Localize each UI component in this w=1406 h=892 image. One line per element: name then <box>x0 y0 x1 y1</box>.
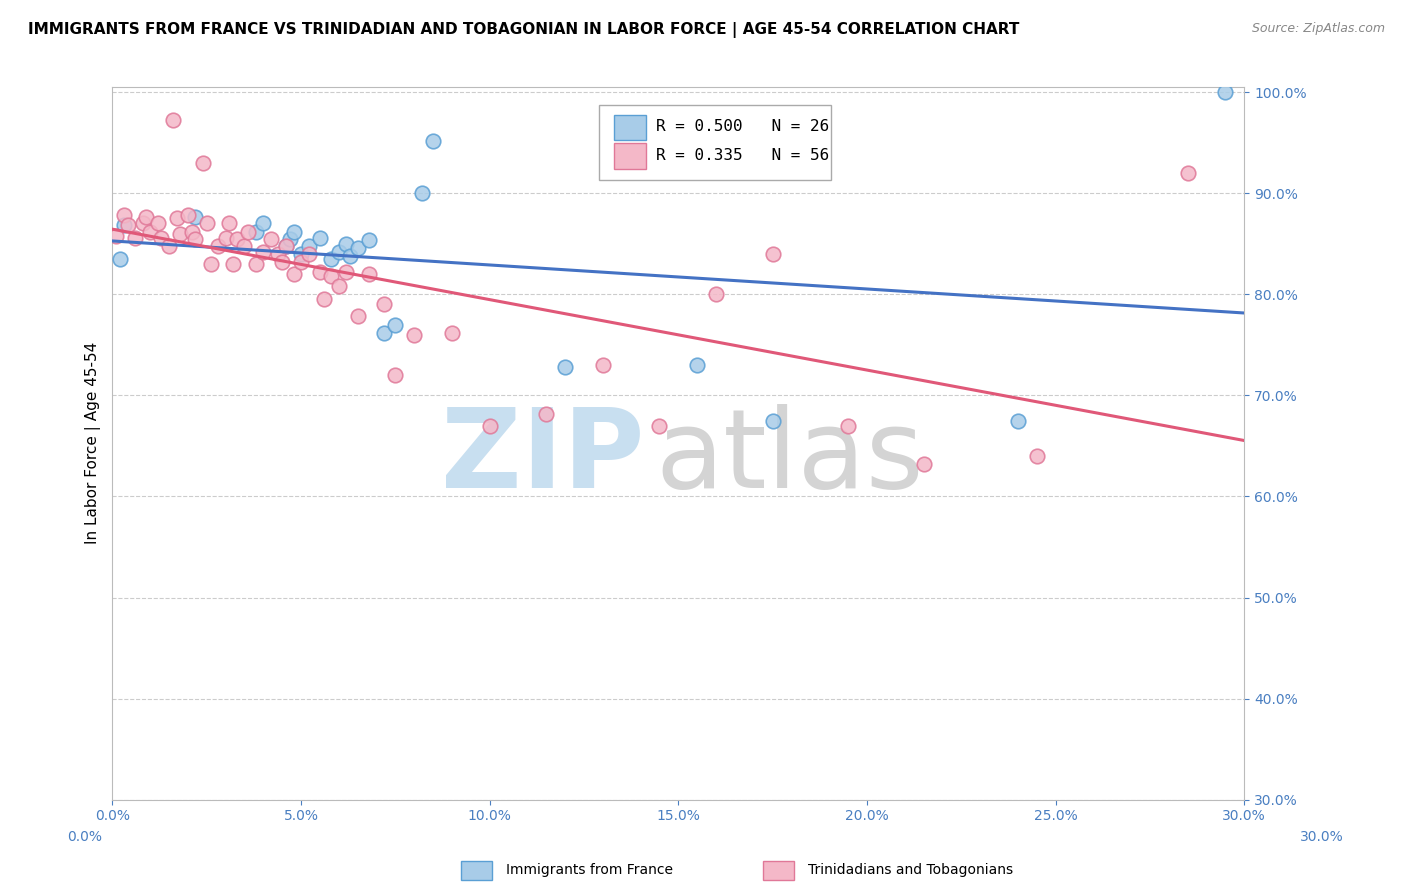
Point <box>162 113 184 128</box>
Text: Trinidadians and Tobagonians: Trinidadians and Tobagonians <box>808 863 1014 877</box>
Point <box>238 225 260 239</box>
Point <box>357 233 380 247</box>
Text: ZIP: ZIP <box>441 404 644 511</box>
Point <box>686 358 709 372</box>
Point <box>328 279 350 293</box>
Point <box>124 230 146 244</box>
Bar <box>614 115 645 140</box>
Point <box>478 418 501 433</box>
Point <box>108 252 131 266</box>
Point <box>117 219 139 233</box>
Point <box>346 310 368 324</box>
Point <box>648 418 671 433</box>
Point <box>105 228 128 243</box>
Text: atlas: atlas <box>655 404 924 511</box>
Text: IMMIGRANTS FROM FRANCE VS TRINIDADIAN AND TOBAGONIAN IN LABOR FORCE | AGE 45-54 : IMMIGRANTS FROM FRANCE VS TRINIDADIAN AN… <box>28 22 1019 38</box>
Point <box>592 358 614 372</box>
Point <box>180 225 202 239</box>
Point <box>245 225 267 239</box>
Point <box>166 211 188 226</box>
Point <box>339 249 361 263</box>
Point <box>1025 449 1047 463</box>
Point <box>157 238 180 252</box>
Point <box>191 156 214 170</box>
Text: R = 0.335   N = 56: R = 0.335 N = 56 <box>655 148 830 163</box>
Point <box>1007 414 1029 428</box>
Point <box>312 293 335 307</box>
Point <box>328 244 350 259</box>
Point <box>290 255 312 269</box>
Point <box>321 252 343 266</box>
Point <box>384 318 406 332</box>
FancyBboxPatch shape <box>599 104 831 179</box>
Point <box>373 326 395 340</box>
Point <box>762 247 785 261</box>
Point <box>267 247 290 261</box>
Text: 30.0%: 30.0% <box>1299 830 1344 844</box>
Point <box>411 186 433 201</box>
Point <box>837 418 859 433</box>
Point <box>150 230 173 244</box>
Point <box>184 211 207 225</box>
Point <box>1215 85 1237 99</box>
Point <box>252 244 274 259</box>
Point <box>384 368 406 383</box>
Text: Immigrants from France: Immigrants from France <box>506 863 673 877</box>
Text: Source: ZipAtlas.com: Source: ZipAtlas.com <box>1251 22 1385 36</box>
Point <box>1177 166 1199 180</box>
Point <box>200 257 222 271</box>
Point <box>357 267 380 281</box>
Point <box>283 225 305 239</box>
Point <box>346 241 368 255</box>
Point <box>184 232 207 246</box>
Point <box>271 255 294 269</box>
Point <box>762 414 785 428</box>
Point <box>112 219 135 233</box>
Point <box>218 217 240 231</box>
Bar <box>614 144 645 169</box>
Point <box>704 287 727 301</box>
Point <box>297 238 319 252</box>
Point <box>321 268 343 283</box>
Point <box>373 297 395 311</box>
Point <box>222 257 245 271</box>
Point <box>290 247 312 261</box>
Point <box>214 230 236 244</box>
Point <box>112 208 135 222</box>
Point <box>146 217 169 231</box>
Text: 0.0%: 0.0% <box>67 830 101 844</box>
Point <box>135 211 157 225</box>
Point <box>536 407 558 421</box>
Point <box>404 327 426 342</box>
Point <box>195 217 218 231</box>
Point <box>233 238 256 252</box>
Point <box>554 359 576 374</box>
Y-axis label: In Labor Force | Age 45-54: In Labor Force | Age 45-54 <box>86 343 101 544</box>
Point <box>912 457 935 471</box>
Point <box>440 326 463 340</box>
Point <box>207 238 229 252</box>
Point <box>335 265 357 279</box>
Point <box>278 232 301 246</box>
Point <box>131 217 153 231</box>
Point <box>245 257 267 271</box>
Point <box>177 208 200 222</box>
Point <box>252 217 274 231</box>
Point <box>422 134 444 148</box>
Point <box>335 236 357 251</box>
Point <box>274 238 297 252</box>
Point <box>283 267 305 281</box>
Point <box>226 232 249 246</box>
Point <box>297 247 319 261</box>
Point <box>274 238 297 252</box>
Point <box>309 265 332 279</box>
Point <box>260 232 283 246</box>
Point <box>139 225 162 239</box>
Point <box>169 227 191 241</box>
Point <box>309 230 332 244</box>
Text: R = 0.500   N = 26: R = 0.500 N = 26 <box>655 120 830 135</box>
